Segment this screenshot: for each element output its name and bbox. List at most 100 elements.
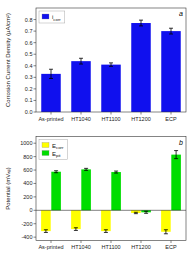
y-tick: [34, 31, 37, 32]
legend-label-sub: corr: [56, 145, 64, 150]
error-bar-cap: [139, 25, 143, 26]
y-tick: [34, 170, 37, 171]
y-tick-label: 0.0: [25, 109, 33, 115]
bar: [71, 210, 81, 229]
x-axis: As-printedHT1040HT1100HT1200ECP: [38, 112, 177, 122]
y-tick-label: -400: [21, 234, 32, 240]
error-bar-stem: [81, 58, 82, 64]
error-bar: [139, 20, 143, 26]
error-bar-stem: [75, 228, 76, 231]
x-tick-label: HT1040: [71, 116, 91, 122]
y-tick: [34, 112, 37, 113]
x-tick-label: ECP: [165, 244, 177, 250]
x-tick: [111, 241, 112, 244]
legend-box: [39, 140, 67, 160]
legend-label-sub: corr: [53, 17, 61, 22]
legend: EcorrEpit: [39, 140, 67, 160]
bars: [41, 151, 181, 234]
error-bar-cap: [134, 212, 138, 213]
x-tick: [51, 112, 52, 115]
legend-swatch: [42, 14, 49, 19]
error-bar-cap: [169, 34, 173, 35]
legend-swatch: [42, 151, 49, 156]
error-bar-cap: [79, 58, 83, 59]
error-bar: [49, 69, 53, 78]
panel: -400-20002004006008001000As-printedHT104…: [5, 137, 186, 251]
error-bar: [174, 151, 178, 159]
x-tick-label: HT1040: [71, 244, 91, 250]
y-axis-label: Corrosion Current Density (μA/cm²): [5, 13, 11, 107]
bar: [161, 31, 181, 112]
bar: [81, 169, 91, 210]
y-axis-label: Potential (mVₐⱼⱼ): [5, 167, 11, 209]
y-tick-label: 0.5: [25, 51, 33, 57]
error-bar: [79, 58, 83, 64]
y-axis-label-line: Corrosion Current Density (μA/cm²): [5, 13, 11, 107]
bar: [111, 172, 121, 210]
bar: [161, 210, 171, 231]
x-tick: [171, 112, 172, 115]
y-tick: [34, 19, 37, 20]
error-bar: [44, 230, 48, 233]
x-tick: [141, 241, 142, 244]
y-tick: [34, 88, 37, 89]
bar: [51, 172, 61, 211]
bar: [41, 74, 61, 112]
y-tick: [34, 223, 37, 224]
y-axis-label-line: Potential (mVₐⱼⱼ): [5, 167, 11, 209]
error-bar-cap: [109, 66, 113, 67]
error-bar-cap: [139, 20, 143, 21]
y-tick: [34, 237, 37, 238]
error-bar: [134, 212, 138, 213]
error-bar-cap: [174, 158, 178, 159]
error-bar-cap: [104, 232, 108, 233]
y-tick-label: 0.6: [25, 40, 33, 46]
legend-swatch: [42, 143, 49, 148]
plot-frame: [36, 8, 186, 112]
y-tick: [34, 65, 37, 66]
panel: 0.00.10.20.30.40.50.60.70.8As-printedHT1…: [5, 8, 186, 122]
error-bar-stem: [111, 63, 112, 66]
y-tick: [34, 196, 37, 197]
y-tick-label: 0.8: [25, 17, 33, 23]
y-tick-label: 0.2: [25, 86, 33, 92]
x-tick-label: HT1100: [101, 116, 120, 122]
y-tick: [34, 183, 37, 184]
error-bar-cap: [44, 229, 48, 230]
error-bar: [74, 228, 78, 231]
error-bar: [144, 211, 148, 213]
panel-label: b: [179, 139, 183, 146]
y-tick-label: -200: [21, 221, 32, 227]
x-tick-label: ECP: [165, 116, 177, 122]
error-bar-cap: [79, 64, 83, 65]
legend-label: Ecorr: [52, 143, 64, 151]
bar: [171, 155, 181, 211]
error-bar-stem: [176, 151, 177, 159]
y-tick-label: 200: [23, 194, 32, 200]
y-tick: [34, 77, 37, 78]
chart: 0.00.10.20.30.40.50.60.70.8As-printedHT1…: [0, 0, 190, 265]
x-tick: [81, 112, 82, 115]
y-tick-label: 0.4: [25, 63, 33, 69]
legend-box: [39, 11, 65, 23]
error-bar-cap: [84, 168, 88, 169]
error-bar: [169, 28, 173, 34]
error-bar: [109, 63, 113, 66]
error-bar-cap: [144, 211, 148, 212]
legend-label: icorr: [52, 14, 61, 22]
bars: [41, 20, 181, 112]
error-bar-stem: [51, 69, 52, 78]
y-tick-label: 1000: [20, 140, 32, 146]
y-tick: [34, 42, 37, 43]
zero-line: [36, 210, 186, 211]
error-bar: [164, 230, 168, 234]
error-bar-cap: [74, 227, 78, 228]
legend-label-sub: pit: [56, 153, 61, 158]
error-bar-cap: [49, 78, 53, 79]
legend-label: Epit: [52, 151, 61, 159]
error-bar-cap: [109, 62, 113, 63]
error-bar-cap: [84, 170, 88, 171]
bar: [131, 23, 151, 112]
error-bar-cap: [74, 230, 78, 231]
x-tick-label: As-printed: [38, 244, 63, 250]
